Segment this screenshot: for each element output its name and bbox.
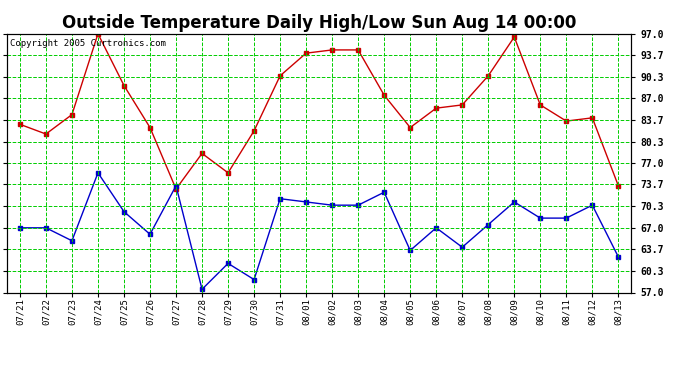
Text: Copyright 2005 Curtronics.com: Copyright 2005 Curtronics.com — [10, 39, 166, 48]
Title: Outside Temperature Daily High/Low Sun Aug 14 00:00: Outside Temperature Daily High/Low Sun A… — [62, 14, 576, 32]
